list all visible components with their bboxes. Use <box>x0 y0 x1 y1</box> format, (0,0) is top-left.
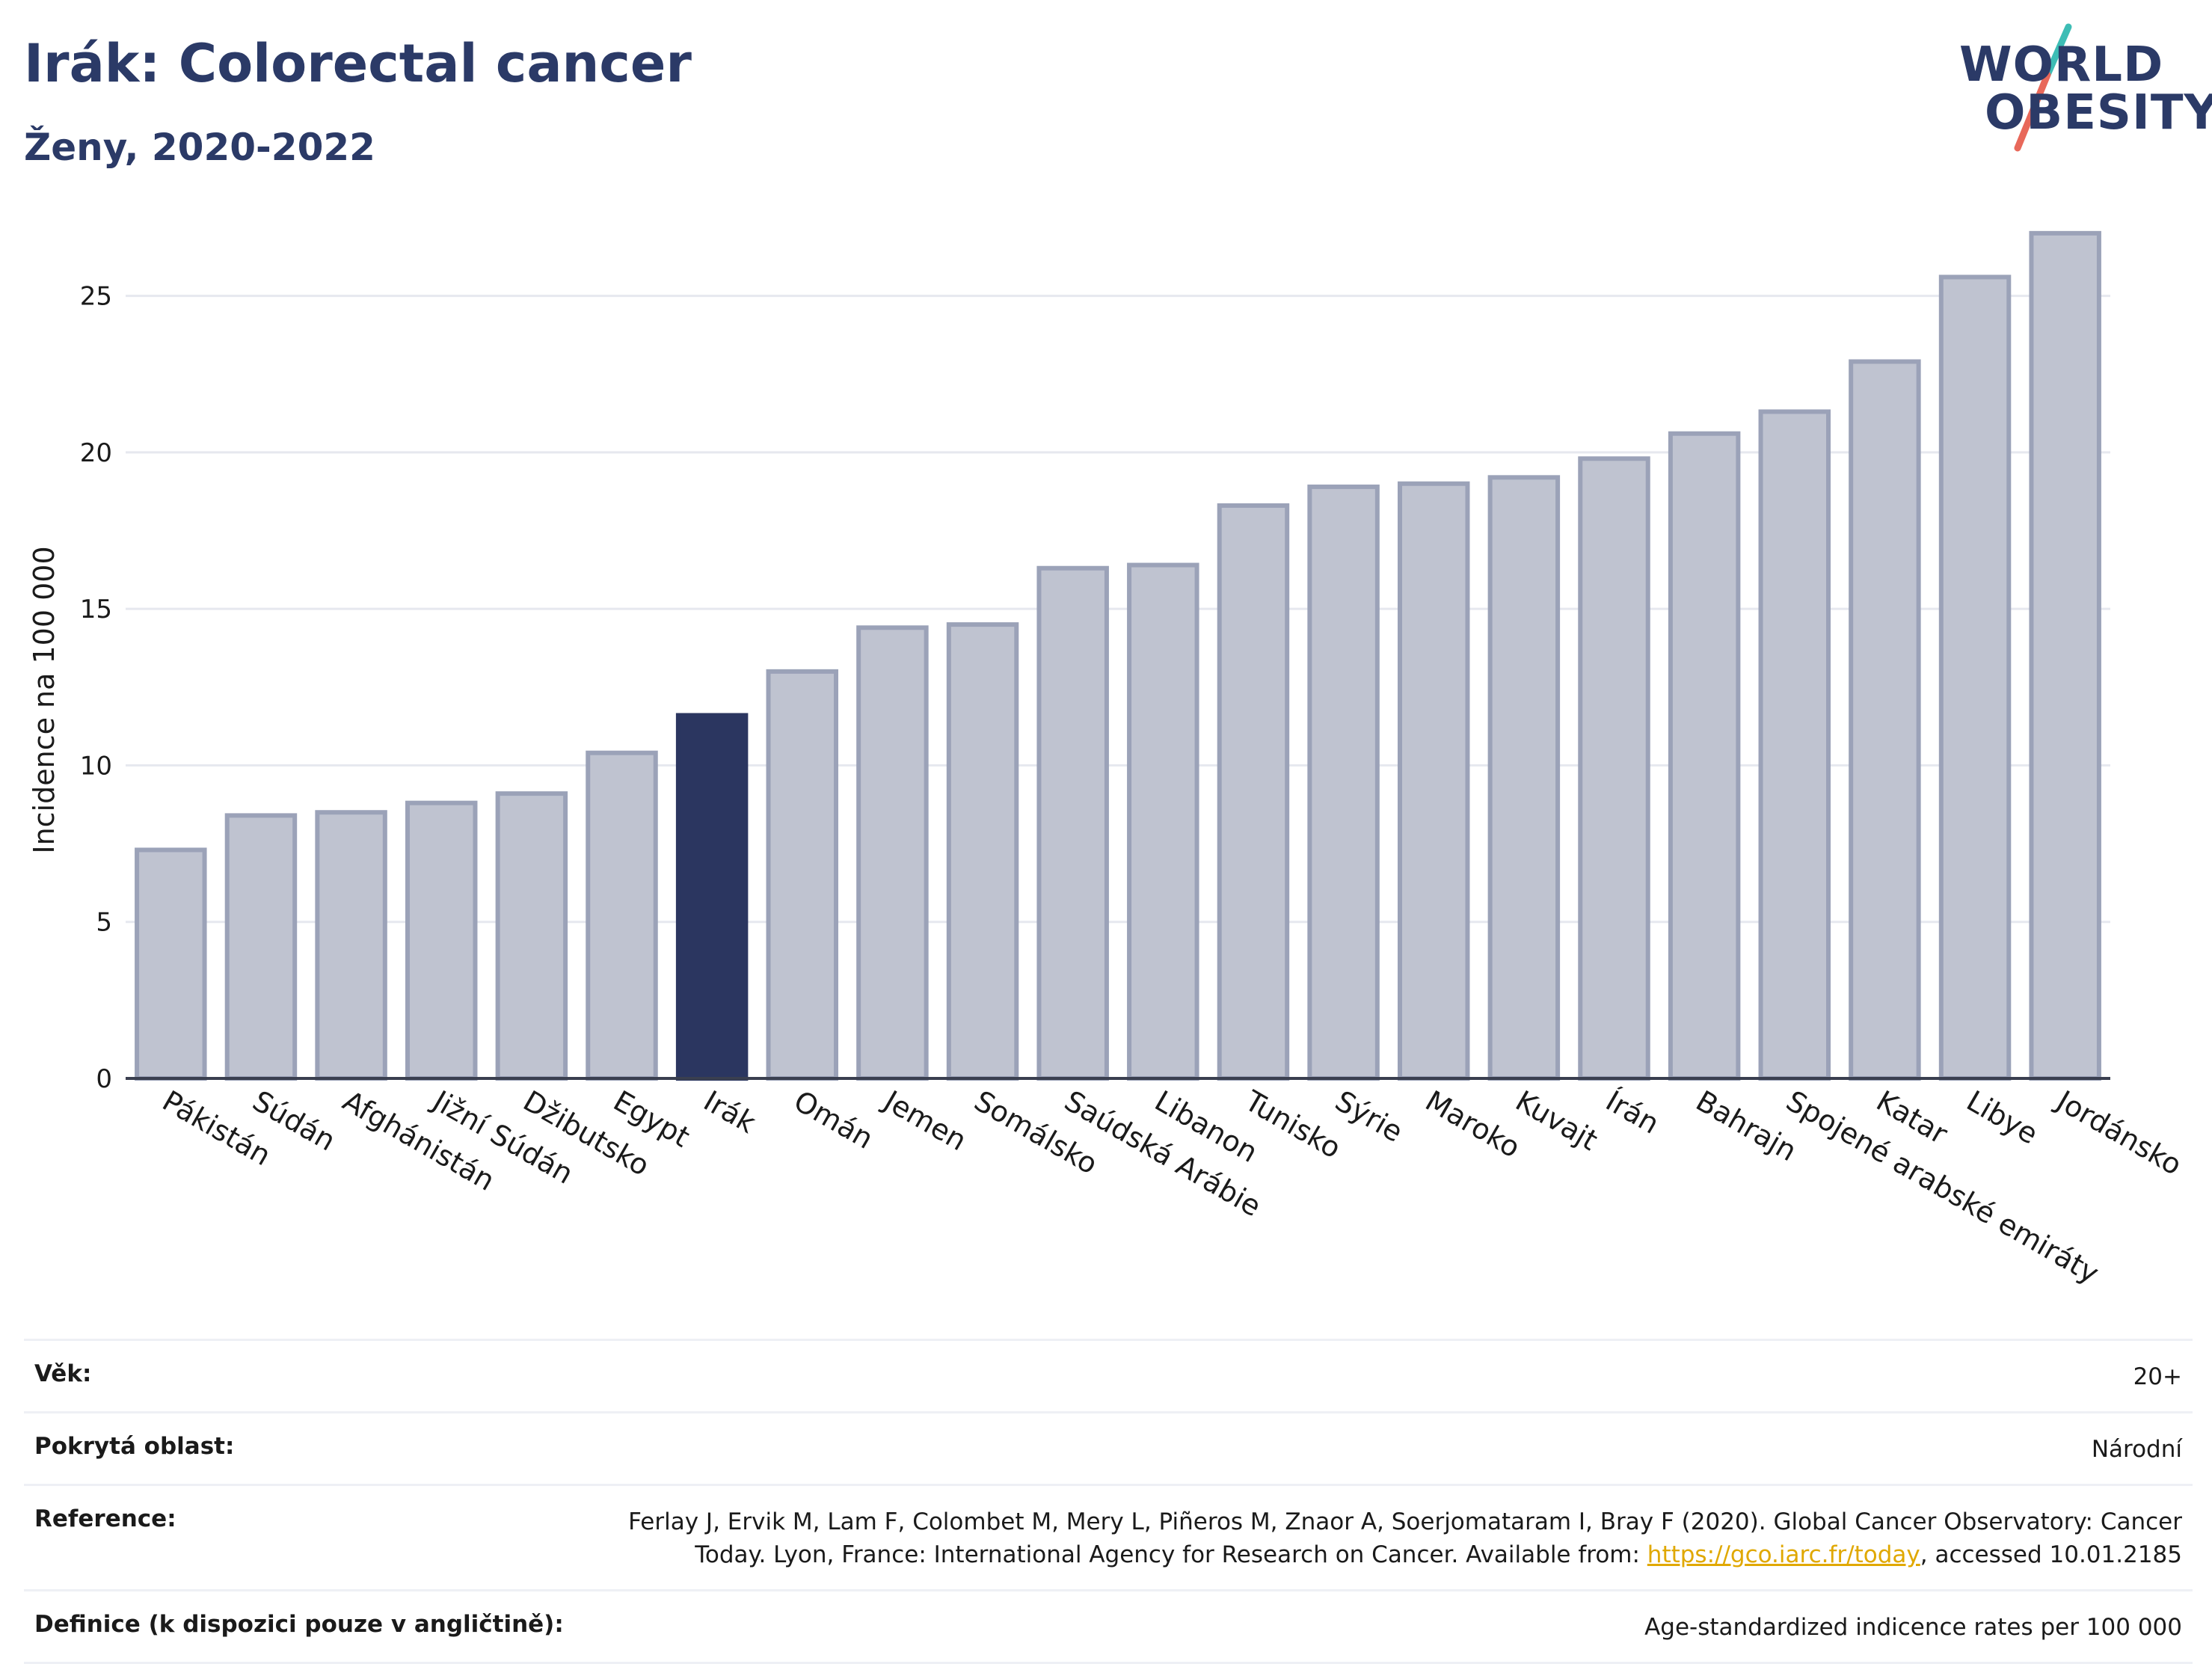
x-tick-label: Libye <box>1961 1084 2044 1151</box>
bar <box>1036 565 1109 1081</box>
x-tick-label: Jordánsko <box>2050 1084 2187 1182</box>
info-value-definition: Age-standardized indicence rates per 100… <box>1644 1614 2182 1641</box>
bar <box>315 810 387 1081</box>
info-row-age: Věk: 20+ <box>24 1339 2193 1411</box>
bar <box>675 713 749 1081</box>
bar <box>224 813 298 1081</box>
bar <box>1127 562 1199 1081</box>
info-label-definition: Definice (k dispozici pouze v angličtině… <box>34 1611 564 1638</box>
reference-text-accessed: , accessed 10.01.2185 <box>1920 1541 2182 1568</box>
x-tick-label: Kuvajt <box>1510 1084 1603 1157</box>
bar <box>1849 359 1921 1081</box>
bar <box>1938 274 2012 1081</box>
x-tick-label: Írán <box>1600 1084 1665 1140</box>
bar-chart: 0 5 10 15 20 25 PákistánSúdánAfghánistánJižní… <box>28 230 2187 1290</box>
bar <box>1758 409 1831 1081</box>
info-value-age: 20+ <box>2133 1363 2182 1390</box>
bar <box>946 622 1019 1081</box>
y-tick-label: 5 <box>96 908 112 938</box>
logo-slash-icon <box>2014 23 2072 152</box>
x-tick-label: Jemen <box>877 1084 972 1158</box>
reference-link[interactable]: https://gco.iarc.fr/today <box>1647 1541 1920 1568</box>
bar <box>1307 484 1380 1081</box>
bar <box>495 791 568 1081</box>
logo-text-world: WORLD <box>1959 37 2164 93</box>
y-tick-label: 25 <box>80 282 112 312</box>
bar <box>586 750 658 1081</box>
info-label-coverage: Pokrytá oblast: <box>34 1433 235 1460</box>
bar <box>766 669 839 1081</box>
reference-text-line2: Today. Lyon, France: International Agenc… <box>695 1541 1647 1568</box>
chart-title: Irák: Colorectal cancer <box>24 33 692 94</box>
info-row-definition: Definice (k dispozici pouze v angličtině… <box>24 1589 2193 1664</box>
bar <box>1668 431 1741 1081</box>
world-obesity-logo: WORLD OBESITY <box>1937 15 2212 165</box>
info-row-coverage: Pokrytá oblast: Národní <box>24 1411 2193 1484</box>
bar <box>1397 481 1470 1081</box>
bar <box>1487 475 1561 1081</box>
info-row-reference: Reference: Ferlay J, Ervik M, Lam F, Col… <box>24 1484 2193 1589</box>
x-tick-label: Maroko <box>1420 1084 1526 1164</box>
x-tick-label: Irák <box>698 1084 761 1140</box>
bar <box>1217 503 1290 1081</box>
info-table: Věk: 20+ Pokrytá oblast: Národní Referen… <box>24 1339 2193 1664</box>
y-tick-label: 20 <box>80 438 112 468</box>
x-tick-label: Afghánistán <box>337 1084 500 1197</box>
y-tick-label: 0 <box>96 1064 112 1094</box>
bar <box>405 800 478 1081</box>
x-tick-label: Omán <box>788 1084 879 1155</box>
bar <box>1578 456 1650 1081</box>
chart-subtitle: Ženy, 2020-2022 <box>24 126 375 169</box>
x-tick-label: Bahrajn <box>1691 1084 1802 1168</box>
reference-text-line1: Ferlay J, Ervik M, Lam F, Colombet M, Me… <box>628 1508 2182 1535</box>
bar <box>135 847 207 1081</box>
info-value-coverage: Národní <box>2091 1436 2182 1463</box>
y-tick-label: 15 <box>80 595 112 624</box>
y-tick-label: 10 <box>80 751 112 781</box>
logo-text-obesity: OBESITY <box>1985 85 2212 141</box>
info-value-reference: Ferlay J, Ervik M, Lam F, Colombet M, Me… <box>628 1505 2182 1571</box>
info-label-age: Věk: <box>34 1360 92 1387</box>
y-axis-label: Incidence na 100 000 <box>28 546 61 853</box>
bar <box>2029 230 2101 1081</box>
bar <box>856 625 929 1081</box>
bars <box>135 230 2101 1081</box>
y-axis-ticks: 0 5 10 15 20 25 <box>80 282 112 1094</box>
info-label-reference: Reference: <box>34 1505 176 1532</box>
